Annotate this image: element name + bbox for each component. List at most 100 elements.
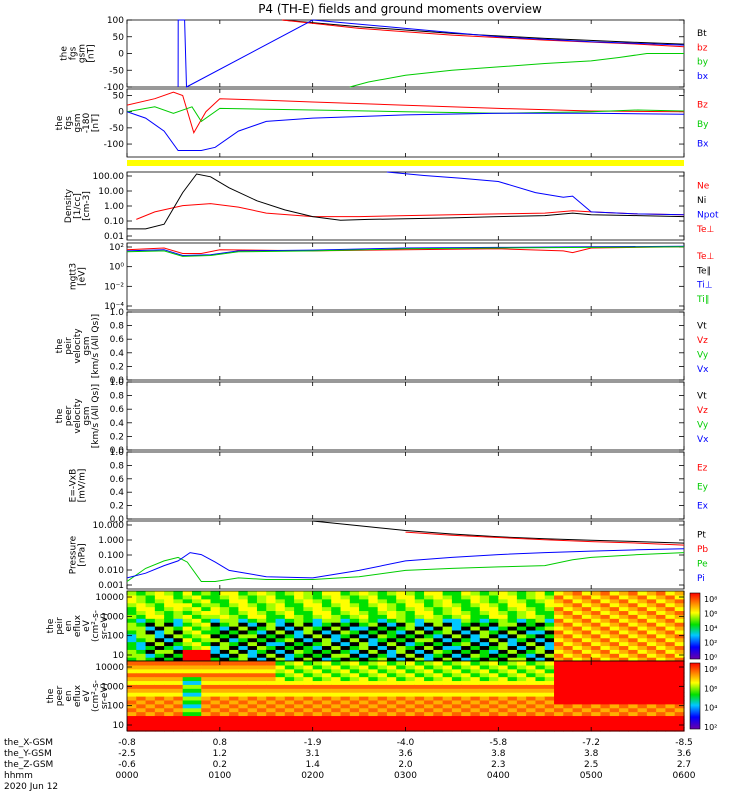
- spectrogram-cell: [331, 606, 342, 612]
- spectrogram-cell: [396, 727, 407, 732]
- spectrogram-cell: [433, 723, 444, 728]
- colorbar-tick-label: 10⁰: [704, 653, 717, 662]
- spectrogram-cell: [368, 719, 379, 724]
- spectrogram-cell: [321, 684, 332, 689]
- spectrogram-cell: [377, 668, 388, 674]
- spectrogram-cell: [535, 668, 546, 674]
- spectrogram-cell: [303, 692, 314, 697]
- spectrogram-cell: [229, 688, 239, 693]
- spectrogram-cell: [479, 684, 490, 689]
- spectrogram-cell: [164, 680, 175, 685]
- spectrogram-cell: [424, 606, 434, 612]
- spectrogram-cell: [414, 606, 425, 612]
- spectrogram-cell: [145, 676, 156, 682]
- spectrogram-cell: [442, 664, 453, 670]
- spectrogram-cell: [312, 657, 323, 662]
- spectrogram-cell: [136, 668, 147, 674]
- spectrogram-cell: [498, 622, 509, 627]
- spectrogram-cell: [479, 606, 490, 612]
- spectrogram-cell: [674, 610, 685, 615]
- spectrogram-cell: [554, 645, 564, 650]
- spectrogram-cell: [331, 680, 342, 685]
- spectrogram-cell: [609, 727, 620, 732]
- spectrogram-cell: [127, 649, 137, 654]
- legend-entry: Pb: [697, 545, 708, 555]
- spectrogram-cell: [609, 626, 620, 631]
- spectrogram-cell: [386, 676, 397, 682]
- spectrogram-cell: [349, 602, 360, 608]
- spectrogram-cell: [572, 703, 583, 709]
- spectrogram-cell: [563, 598, 574, 604]
- spectrogram-cell: [229, 684, 239, 689]
- spectrogram-cell: [451, 626, 462, 631]
- spectrogram-cell: [340, 622, 351, 627]
- spectrogram-cell: [219, 703, 230, 709]
- spectrogram-cell: [219, 719, 230, 724]
- spectrogram-cell: [312, 618, 323, 623]
- spectrogram-cell: [386, 699, 397, 705]
- y-axis-label-line: the: [55, 115, 65, 130]
- spectrogram-cell: [127, 618, 137, 623]
- spectrogram-cell: [526, 680, 537, 685]
- spectrogram-cell: [544, 653, 555, 658]
- spectrogram-cell: [238, 594, 249, 600]
- spectrogram-cell: [145, 707, 156, 713]
- spectrogram-cell: [321, 602, 332, 608]
- spectrogram-cell: [247, 719, 258, 724]
- spectrogram-cell: [405, 633, 416, 639]
- spectrogram-cell: [191, 591, 202, 596]
- spectrogram-cell: [321, 649, 332, 654]
- spectrogram-cell: [359, 719, 369, 724]
- spectrogram-cell: [386, 719, 397, 724]
- spectrogram-cell: [229, 629, 239, 635]
- spectrogram-cell: [600, 719, 611, 724]
- spectrogram-cell: [396, 594, 407, 600]
- spectrogram-cell: [656, 598, 667, 604]
- spectrogram-cell: [646, 633, 657, 639]
- spectrogram-cell: [247, 672, 258, 678]
- spectrogram-cell: [619, 637, 629, 643]
- y-tick-label: 0.8: [110, 392, 125, 402]
- spectrogram-cell: [665, 680, 676, 685]
- spectrogram-cell: [247, 653, 258, 658]
- spectrogram-cell: [535, 626, 546, 631]
- spectrogram-cell: [312, 696, 323, 701]
- spectrogram-cell: [498, 626, 509, 631]
- colorbar-bar: [689, 662, 701, 730]
- spectrogram-cell: [219, 727, 230, 732]
- spectrogram-cell: [173, 591, 184, 596]
- spectrogram-cell: [284, 641, 295, 647]
- spectrogram-cell: [656, 723, 667, 728]
- spectrogram-cell: [451, 664, 462, 670]
- spectrogram-cell: [321, 672, 332, 678]
- spectrogram-cell: [637, 668, 648, 674]
- spectrogram-cell: [340, 598, 351, 604]
- spectrogram-cell: [424, 688, 434, 693]
- spectrogram-cell: [526, 727, 537, 732]
- spectrogram-cell: [554, 606, 564, 612]
- spectrogram-cell: [526, 602, 537, 608]
- spectrogram-cell: [247, 641, 258, 647]
- spectrogram-cell: [145, 622, 156, 627]
- spectrogram-cell: [386, 680, 397, 685]
- spectrogram-cell: [368, 637, 379, 643]
- spectrogram-cell: [600, 598, 611, 604]
- spectrogram-cell: [349, 606, 360, 612]
- spectrogram-cell: [359, 610, 369, 615]
- spectrogram-cell: [201, 641, 212, 647]
- spectrogram-cell: [340, 719, 351, 724]
- spectrogram-cell: [127, 626, 137, 631]
- spectrogram-cell: [479, 610, 490, 615]
- spectrogram-cell: [470, 645, 481, 650]
- spectrogram-cell: [470, 723, 481, 728]
- spectrogram-cell: [554, 703, 564, 709]
- spectrogram-cell: [424, 653, 434, 658]
- spectrogram-cell: [154, 645, 165, 650]
- y-tick-label: 0.6: [110, 405, 125, 415]
- spectrogram-cell: [581, 661, 592, 666]
- spectrogram-cell: [470, 618, 481, 623]
- spectrogram-cell: [396, 641, 407, 647]
- spectrogram-cell: [321, 629, 332, 635]
- spectrogram-cell: [489, 618, 499, 623]
- spectrogram-cell: [442, 684, 453, 689]
